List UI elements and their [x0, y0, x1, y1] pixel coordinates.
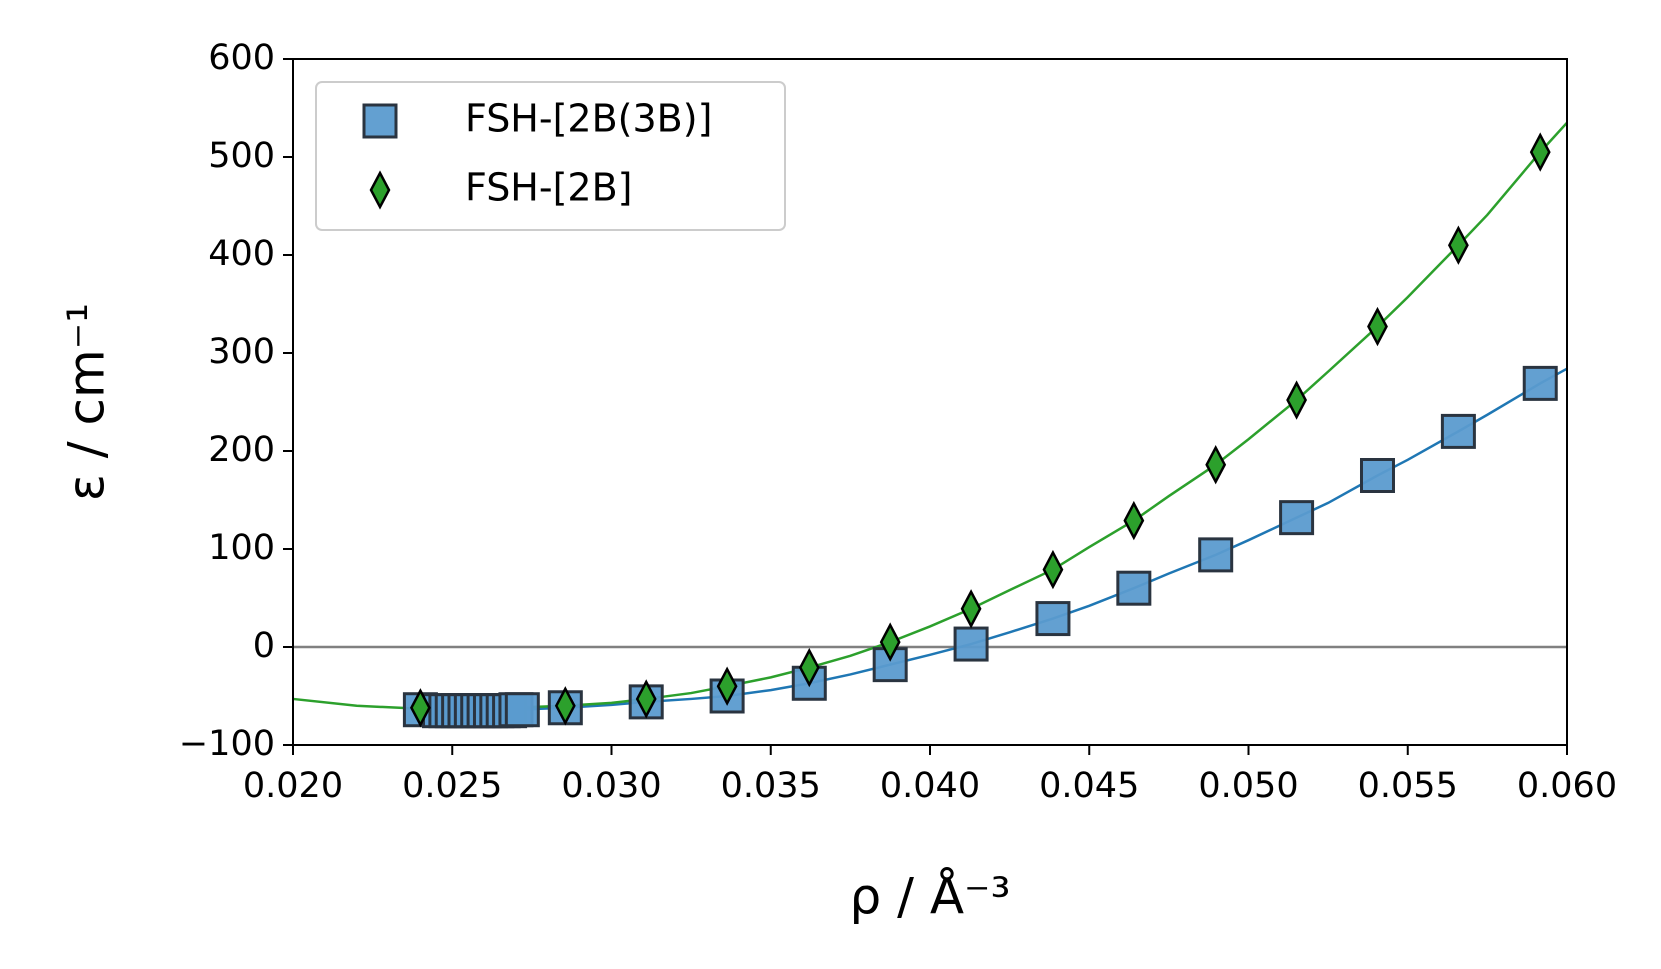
data-point: [409, 688, 431, 728]
data-point: [960, 589, 982, 629]
y-tick-label: 0: [253, 626, 275, 666]
y-tick-label: 100: [208, 528, 275, 568]
x-axis-label: ρ / Å⁻³: [849, 868, 1010, 926]
y-tick-label: 600: [208, 38, 275, 78]
legend-box: [315, 81, 786, 231]
x-tick-label: 0.040: [880, 766, 980, 806]
y-axis-label: ε / cm⁻¹: [58, 303, 116, 501]
data-point: [716, 666, 738, 706]
data-point: [1123, 500, 1145, 541]
data-point: [504, 692, 540, 728]
data-point: [879, 622, 901, 662]
y-tick-label: 500: [208, 136, 275, 176]
x-tick-label: 0.045: [1039, 766, 1139, 806]
data-point: [1522, 365, 1558, 401]
data-point: [1447, 225, 1469, 265]
data-point: [1116, 570, 1152, 606]
x-tick-label: 0.050: [1198, 766, 1298, 806]
data-point: [1440, 413, 1476, 449]
y-tick-label: 300: [208, 332, 275, 372]
data-point: [798, 647, 820, 688]
x-tick-label: 0.020: [243, 766, 343, 806]
data-point: [1042, 549, 1064, 590]
y-tick-label: −100: [179, 724, 275, 764]
legend-label: FSH-[2B(3B)]: [465, 97, 712, 141]
data-point: [1205, 445, 1227, 485]
data-point: [1198, 537, 1234, 573]
x-tick-label: 0.060: [1517, 766, 1617, 806]
x-tick-label: 0.025: [402, 766, 502, 806]
data-point: [1359, 458, 1395, 493]
x-tick-label: 0.030: [561, 766, 661, 806]
data-point: [554, 686, 576, 726]
data-point: [1529, 132, 1551, 172]
y-tick-label: 200: [208, 430, 275, 470]
y-tick-label: 400: [208, 234, 275, 274]
legend-marker: [362, 103, 398, 139]
data-point: [1367, 306, 1388, 347]
legend-marker: [369, 170, 391, 210]
x-tick-label: 0.035: [721, 766, 821, 806]
x-tick-label: 0.055: [1358, 766, 1458, 806]
data-point: [953, 626, 989, 662]
fit-line: [468, 367, 1568, 712]
plot-frame: [292, 58, 1568, 746]
data-point: [1286, 380, 1308, 420]
data-point: [1035, 601, 1071, 637]
data-point: [635, 679, 657, 719]
legend-label: FSH-[2B]: [465, 166, 633, 210]
data-point: [1279, 500, 1315, 536]
